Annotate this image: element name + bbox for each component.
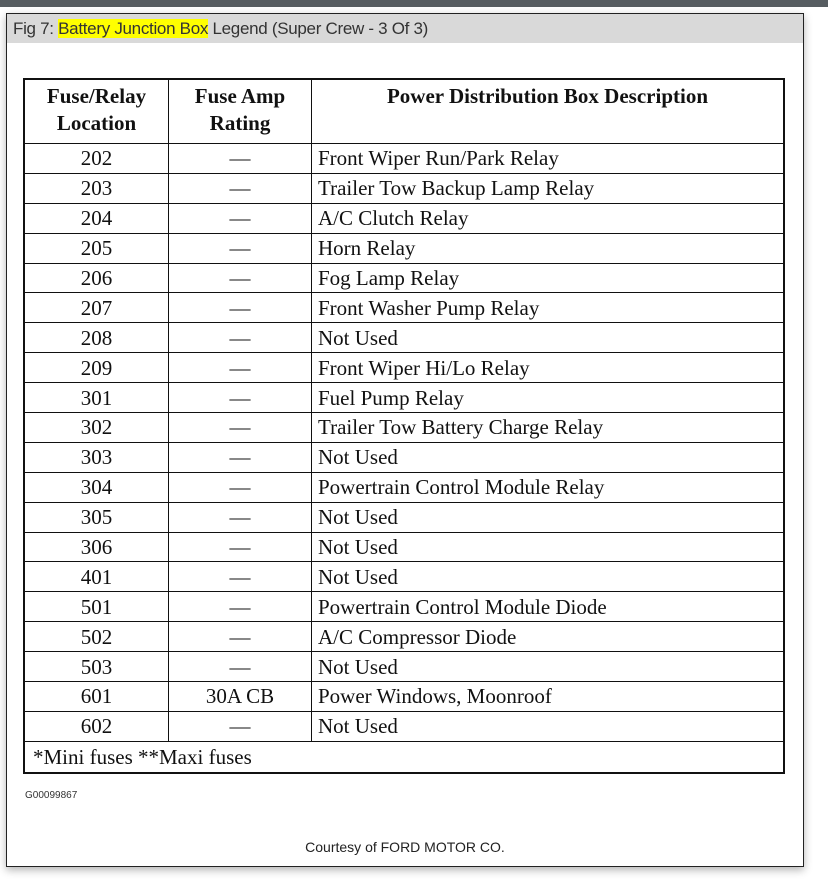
top-bar xyxy=(0,0,828,7)
courtesy-text: Courtesy of FORD MOTOR CO. xyxy=(305,839,505,855)
cell-rating: — xyxy=(168,441,312,473)
cell-rating: — xyxy=(168,621,312,653)
cell-rating: — xyxy=(168,202,312,234)
table-row: 205— Horn Relay xyxy=(23,232,785,264)
cell-rating: — xyxy=(168,710,312,742)
table-row: 502— A/C Compressor Diode xyxy=(23,621,785,653)
cell-location: 205 xyxy=(23,232,169,264)
fuse-table: Fuse/Relay Location Fuse Amp Rating Powe… xyxy=(23,78,785,774)
cell-description: Fog Lamp Relay xyxy=(311,262,785,294)
table-row: 303— Not Used xyxy=(23,441,785,473)
cell-rating: — xyxy=(168,531,312,563)
cell-rating: — xyxy=(168,172,312,204)
title-suffix: Legend (Super Crew - 3 Of 3) xyxy=(208,19,429,38)
header-rating: Fuse Amp Rating xyxy=(168,78,312,144)
table-row: 301— Fuel Pump Relay xyxy=(23,382,785,414)
cell-location: 503 xyxy=(23,651,169,683)
cell-rating: — xyxy=(168,322,312,354)
cell-location: 204 xyxy=(23,202,169,234)
cell-description: Not Used xyxy=(311,710,785,742)
cell-location: 304 xyxy=(23,471,169,503)
cell-rating: — xyxy=(168,262,312,294)
cell-location: 208 xyxy=(23,322,169,354)
cell-location: 501 xyxy=(23,591,169,623)
cell-location: 502 xyxy=(23,621,169,653)
cell-description: Fuel Pump Relay xyxy=(311,382,785,414)
cell-location: 301 xyxy=(23,382,169,414)
title-prefix: Fig 7: xyxy=(13,19,59,38)
cell-location: 209 xyxy=(23,352,169,384)
cell-description: Trailer Tow Battery Charge Relay xyxy=(311,412,785,443)
cell-rating: — xyxy=(168,591,312,623)
cell-location: 601 xyxy=(23,681,169,712)
cell-description: Not Used xyxy=(311,651,785,683)
table-row: 401— Not Used xyxy=(23,561,785,593)
cell-description: Not Used xyxy=(311,531,785,563)
table-row: 204— A/C Clutch Relay xyxy=(23,202,785,234)
table-row: 208— Not Used xyxy=(23,322,785,354)
cell-location: 401 xyxy=(23,561,169,593)
footnote: *Mini fuses **Maxi fuses xyxy=(23,740,785,774)
cell-description: Powertrain Control Module Diode xyxy=(311,591,785,623)
cell-rating: — xyxy=(168,412,312,443)
cell-description: Not Used xyxy=(311,501,785,533)
table-row: 203— Trailer Tow Backup Lamp Relay xyxy=(23,172,785,204)
cell-location: 207 xyxy=(23,292,169,324)
cell-location: 206 xyxy=(23,262,169,294)
cell-description: Not Used xyxy=(311,561,785,593)
header-location: Fuse/Relay Location xyxy=(23,78,169,144)
cell-rating: — xyxy=(168,651,312,683)
cell-rating: — xyxy=(168,292,312,324)
table-row: 602— Not Used xyxy=(23,710,785,742)
cell-description: A/C Compressor Diode xyxy=(311,621,785,653)
cell-rating: — xyxy=(168,143,312,174)
cell-rating: — xyxy=(168,501,312,533)
figure-title: Fig 7: Battery Junction Box Legend (Supe… xyxy=(7,14,803,43)
cell-location: 305 xyxy=(23,501,169,533)
cell-rating: — xyxy=(168,382,312,414)
cell-description: Not Used xyxy=(311,322,785,354)
table-row: 202— Front Wiper Run/Park Relay xyxy=(23,143,785,174)
cell-description: Not Used xyxy=(311,441,785,473)
cell-location: 202 xyxy=(23,143,169,174)
table-row: 601 30A CB Power Windows, Moonroof xyxy=(23,681,785,712)
cell-description: Front Washer Pump Relay xyxy=(311,292,785,324)
footnote-row: *Mini fuses **Maxi fuses xyxy=(23,740,785,774)
figure-code: G00099867 xyxy=(25,790,78,801)
table-row: 302— Trailer Tow Battery Charge Relay xyxy=(23,412,785,443)
header-description: Power Distribution Box Description xyxy=(311,78,785,144)
cell-location: 303 xyxy=(23,441,169,473)
table-row: 503— Not Used xyxy=(23,651,785,683)
cell-location: 602 xyxy=(23,710,169,742)
figure-card: Fig 7: Battery Junction Box Legend (Supe… xyxy=(6,13,804,867)
cell-rating: — xyxy=(168,561,312,593)
cell-rating: 30A CB xyxy=(168,681,312,712)
table-row: 501— Powertrain Control Module Diode xyxy=(23,591,785,623)
cell-description: A/C Clutch Relay xyxy=(311,202,785,234)
cell-rating: — xyxy=(168,471,312,503)
cell-rating: — xyxy=(168,352,312,384)
cell-description: Front Wiper Hi/Lo Relay xyxy=(311,352,785,384)
cell-description: Horn Relay xyxy=(311,232,785,264)
title-highlight: Battery Junction Box xyxy=(58,19,209,38)
table-row: 306— Not Used xyxy=(23,531,785,563)
cell-location: 302 xyxy=(23,412,169,443)
table-row: 305— Not Used xyxy=(23,501,785,533)
cell-rating: — xyxy=(168,232,312,264)
cell-location: 203 xyxy=(23,172,169,204)
cell-description: Power Windows, Moonroof xyxy=(311,681,785,712)
cell-description: Trailer Tow Backup Lamp Relay xyxy=(311,172,785,204)
table-row: 207— Front Washer Pump Relay xyxy=(23,292,785,324)
table-row: 304— Powertrain Control Module Relay xyxy=(23,471,785,503)
table-row: 209— Front Wiper Hi/Lo Relay xyxy=(23,352,785,384)
cell-description: Powertrain Control Module Relay xyxy=(311,471,785,503)
table-row: 206— Fog Lamp Relay xyxy=(23,262,785,294)
cell-location: 306 xyxy=(23,531,169,563)
cell-description: Front Wiper Run/Park Relay xyxy=(311,143,785,174)
